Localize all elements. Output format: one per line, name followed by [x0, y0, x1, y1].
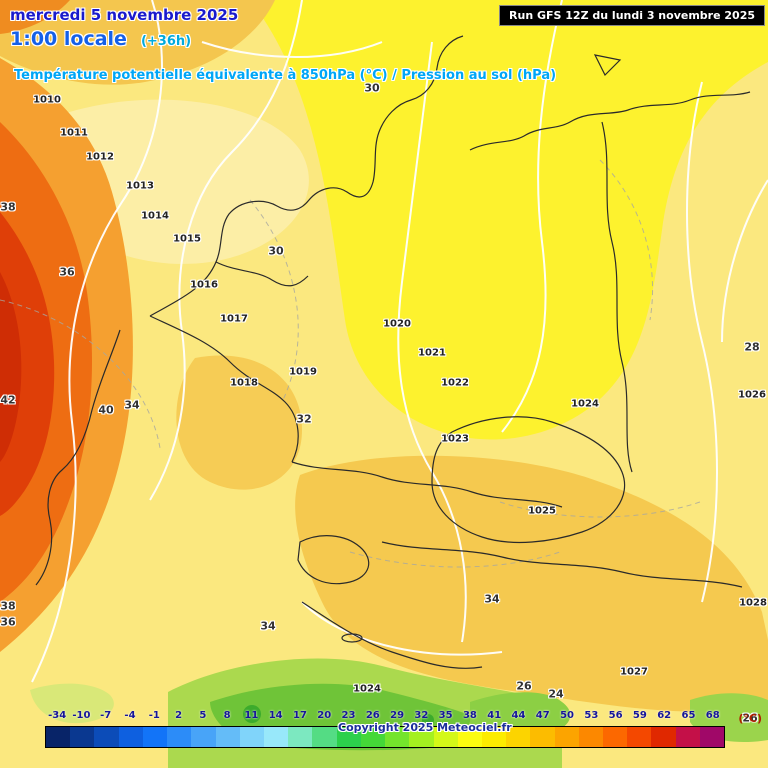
legend-tick: 50: [560, 710, 574, 721]
legend-cell: [118, 727, 143, 747]
local-time-text: 1:00 locale: [10, 28, 127, 50]
legend-cell: [603, 727, 628, 747]
isobar-lines: [31, 0, 768, 683]
legend-tick: 20: [317, 710, 332, 721]
legend-cell: [94, 727, 119, 747]
legend-cell: [651, 727, 676, 747]
legend-cell: [433, 727, 458, 747]
legend-ticks: -34 -10 -7 -4 -1 2 5 8 11 14 17 20 23 26 29 32 35 38 41 44 4…: [45, 710, 725, 721]
legend-tick: 68: [705, 710, 720, 721]
legend-cell: [215, 727, 240, 747]
legend-tick: 41: [487, 710, 502, 721]
legend-cell: [360, 727, 386, 747]
forecast-offset-text: (+36h): [140, 34, 192, 49]
legend-cell: [699, 727, 725, 747]
legend-tick: 47: [535, 710, 550, 721]
legend-cell: [578, 727, 604, 747]
run-info: Run GFS 12Z du lundi 3 novembre 2025: [499, 5, 765, 26]
legend-tick: 65: [681, 710, 696, 721]
legend-tick: 38: [462, 710, 477, 721]
copyright-text: Copyright 2025 Meteociel.fr: [338, 721, 512, 734]
legend-cell: [385, 727, 410, 747]
legend-tick: 17: [292, 710, 307, 721]
legend-tick: 59: [632, 710, 647, 721]
legend-tick: -4: [124, 710, 136, 721]
map-title: Température potentielle équivalente à 85…: [14, 68, 557, 83]
legend-tick: 26: [365, 710, 380, 721]
legend-cell: [70, 727, 95, 747]
legend-cell: [191, 727, 216, 747]
legend-tick: 11: [244, 710, 259, 721]
legend-tick: -34: [48, 710, 67, 721]
legend-cell: [263, 727, 289, 747]
legend-tick: 29: [390, 710, 405, 721]
legend-cell: [46, 727, 71, 747]
legend-bar: [45, 726, 725, 748]
legend-tick: 2: [175, 710, 183, 721]
legend-tick: 44: [511, 710, 526, 721]
legend-tick: -1: [148, 710, 160, 721]
legend-cell: [288, 727, 313, 747]
time-line: 1:00 locale (+36h): [10, 28, 191, 50]
legend-cell: [627, 727, 652, 747]
legend-tick: 23: [341, 710, 356, 721]
legend-cell: [167, 727, 192, 747]
legend-tick: 62: [657, 710, 672, 721]
legend-cell: [312, 727, 337, 747]
legend-cell: [675, 727, 700, 747]
date-text: mercredi 5 novembre 2025: [10, 6, 239, 24]
legend-tick: 56: [608, 710, 623, 721]
legend-cell: [481, 727, 507, 747]
country-borders: [35, 35, 751, 669]
legend-tick: -7: [100, 710, 112, 721]
legend-cell: [239, 727, 264, 747]
legend-cell: [530, 727, 555, 747]
legend-cell: [457, 727, 482, 747]
legend: -34 -10 -7 -4 -1 2 5 8 11 14 17 20 23 26 29 32 35 38 41 44 4…: [0, 706, 768, 756]
legend-cell: [506, 727, 531, 747]
legend-tick: 8: [223, 710, 231, 721]
legend-tick: 32: [414, 710, 429, 721]
legend-tick: 14: [268, 710, 283, 721]
legend-cell: [409, 727, 434, 747]
legend-unit: (°C): [738, 712, 762, 725]
legend-cell: [554, 727, 579, 747]
legend-tick: 35: [438, 710, 453, 721]
legend-tick: 5: [199, 710, 207, 721]
gray-contours: [0, 159, 701, 568]
legend-cell: [336, 727, 361, 747]
legend-tick: 53: [584, 710, 599, 721]
legend-cell: [142, 727, 168, 747]
legend-tick: -10: [72, 710, 91, 721]
